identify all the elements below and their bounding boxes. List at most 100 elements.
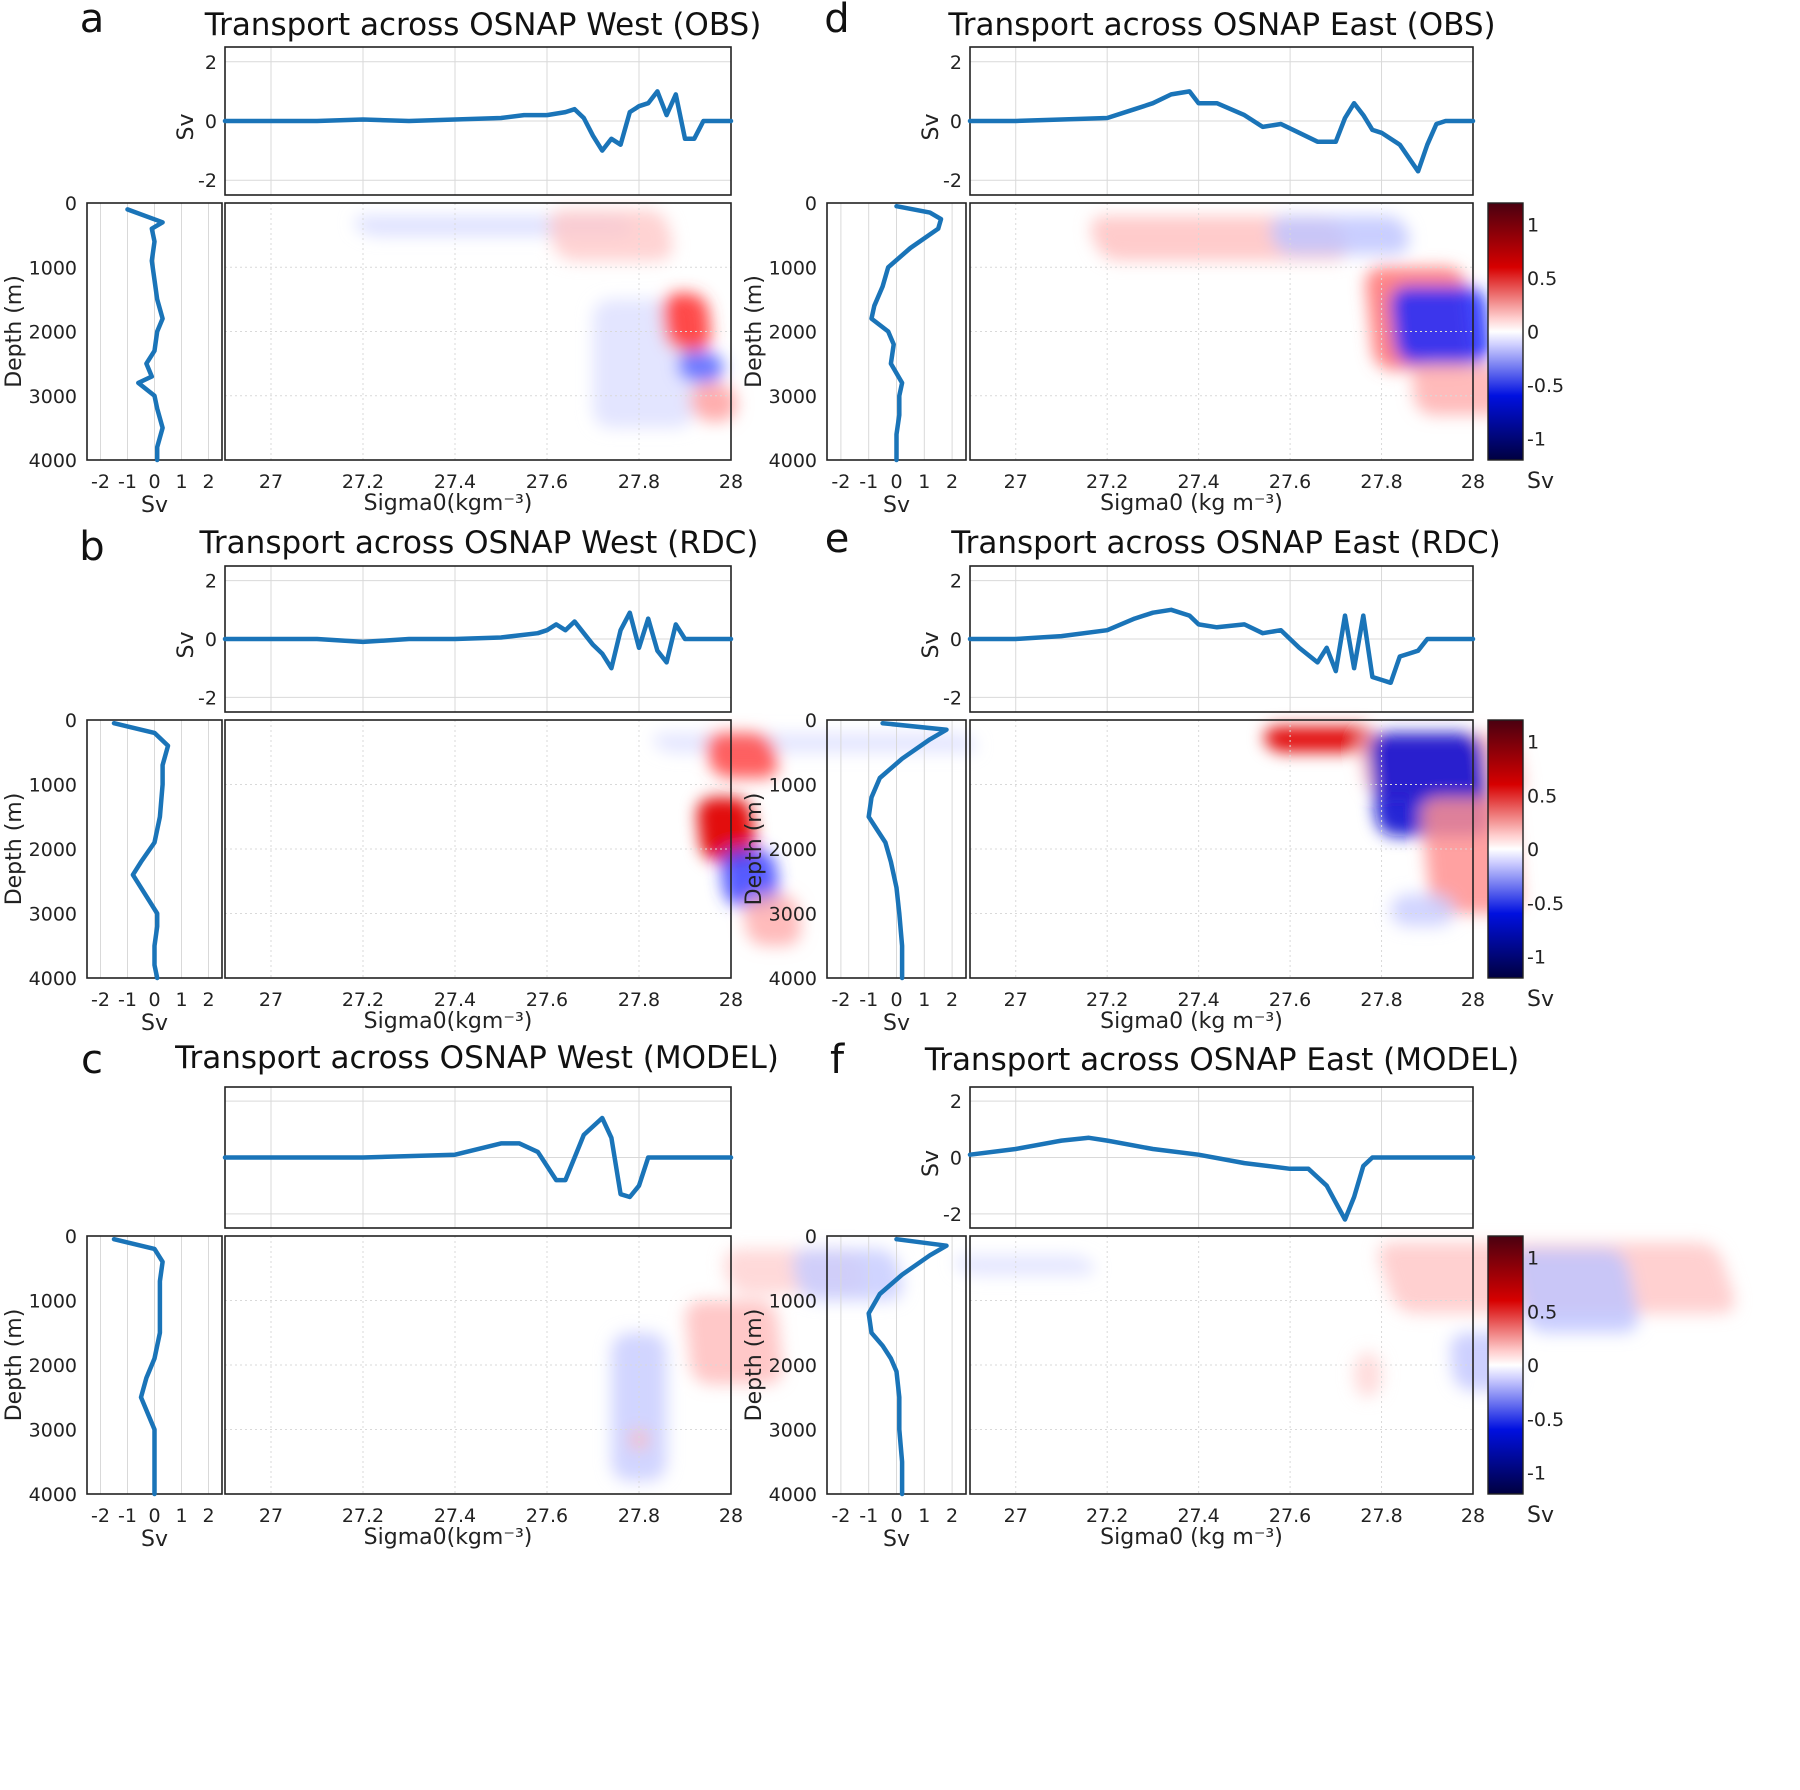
x-tick-label: 27.2 (342, 471, 384, 493)
depth-x-tick-label: -2 (91, 471, 110, 493)
depth-x-tick-label: 2 (946, 471, 958, 493)
density-blob (685, 1300, 783, 1385)
depth-x-axis-label: Sv (141, 493, 168, 518)
depth-tick-label: 3000 (29, 1420, 77, 1442)
depth-x-tick-label: -1 (118, 471, 137, 493)
colorbar-tick-label: 0 (1527, 322, 1539, 344)
colorbar-label: Sv (1527, 987, 1554, 1012)
depth-x-tick-label: 1 (918, 989, 930, 1011)
top-y-axis-label: Sv (919, 1150, 944, 1177)
colorbar-label: Sv (1527, 1503, 1554, 1528)
depth-x-tick-label: 2 (202, 471, 214, 493)
depth-tick-label: 2000 (769, 839, 817, 861)
panel-letter: a (80, 0, 105, 42)
depth-x-tick-label: 1 (918, 1505, 930, 1527)
x-axis-label: Sigma0 (kg m⁻³) (1100, 491, 1283, 516)
colorbar-tick-label: 0 (1527, 839, 1539, 861)
top-transport-axes: 2 0 -2 Sv (174, 46, 734, 196)
top-transport-axes: 2 0 -2 Sv (919, 46, 1476, 196)
top-transport-axes: 2 0 -2 Sv (919, 565, 1476, 713)
depth-x-axis-label: Sv (883, 493, 910, 518)
top-y-tick-label: 2 (950, 571, 962, 593)
depth-y-axis-label: Depth (m) (742, 275, 767, 388)
depth-x-tick-label: -2 (831, 1505, 850, 1527)
x-tick-label: 27.4 (1177, 1505, 1219, 1527)
density-blob (548, 209, 673, 261)
x-axis-label: Sigma0 (kg m⁻³) (1100, 1525, 1283, 1550)
depth-x-tick-label: 0 (890, 471, 902, 493)
main-axes-frame (224, 202, 732, 461)
main-axes-frame (224, 1235, 732, 1495)
depth-x-tick-label: 0 (148, 471, 160, 493)
density-blob (1513, 1248, 1639, 1333)
colorbar-label: Sv (1527, 469, 1554, 494)
main-contour-axes: 27 27.2 27.4 27.6 27.8 28 Sigma0(kgm⁻³) (224, 202, 743, 516)
top-y-tick-label: -2 (943, 687, 962, 709)
density-blob (1264, 726, 1379, 753)
depth-x-tick-label: -2 (831, 989, 850, 1011)
density-field (653, 732, 977, 946)
depth-tick-label: 0 (805, 193, 817, 215)
x-tick-label: 27.4 (1177, 989, 1219, 1011)
density-field (1090, 215, 1506, 416)
transport-vs-depth-line (866, 720, 949, 981)
depth-tick-label: 2000 (769, 1355, 817, 1377)
x-tick-label: 27.8 (1360, 471, 1402, 493)
main-axes-frame (969, 202, 1474, 461)
density-blob (743, 894, 802, 946)
x-tick-label: 27.8 (1360, 989, 1402, 1011)
density-blob (677, 350, 724, 383)
colorbar-scale (1487, 1235, 1524, 1495)
top-y-tick-label: 2 (950, 52, 962, 74)
x-tick-label: 27.8 (618, 471, 660, 493)
panel-a: a Transport across OSNAP West (OBS) 2 0 -2 Sv… (2, 0, 761, 518)
top-y-tick-label: -2 (943, 1204, 962, 1226)
depth-tick-label: 1000 (29, 775, 77, 797)
depth-x-tick-label: 2 (946, 989, 958, 1011)
x-tick-label: 28 (719, 1505, 743, 1527)
depth-tick-label: 4000 (29, 450, 77, 472)
density-blob (1390, 286, 1492, 364)
depth-y-axis-label: Depth (m) (742, 1309, 767, 1422)
x-tick-label: 28 (719, 471, 743, 493)
density-blob (697, 797, 756, 862)
top-y-tick-label: 2 (205, 571, 217, 593)
x-tick-label: 27.8 (1360, 1505, 1402, 1527)
colorbar-tick-label: -1 (1527, 947, 1546, 969)
depth-tick-label: 2000 (29, 1355, 77, 1377)
x-tick-label: 27.6 (1269, 471, 1311, 493)
top-y-tick-label: 0 (950, 629, 962, 651)
panel-title: Transport across OSNAP East (MODEL) (924, 1042, 1519, 1078)
x-tick-label: 27.6 (1269, 989, 1311, 1011)
x-tick-label: 27.6 (526, 1505, 568, 1527)
x-tick-label: 28 (1461, 989, 1485, 1011)
x-tick-label: 28 (1461, 471, 1485, 493)
colorbar-scale (1487, 719, 1524, 979)
transport-vs-depth-line (869, 203, 944, 463)
x-tick-label: 27.6 (526, 471, 568, 493)
depth-tick-label: 3000 (29, 386, 77, 408)
depth-tick-label: 2000 (769, 322, 817, 344)
depth-x-axis-label: Sv (883, 1527, 910, 1552)
colorbar-scale (1487, 202, 1524, 461)
x-tick-label: 27.2 (342, 1505, 384, 1527)
depth-x-tick-label: 0 (890, 1505, 902, 1527)
panel-letter: f (830, 1037, 845, 1083)
transport-vs-depth-line (125, 207, 165, 463)
depth-tick-label: 1000 (29, 1291, 77, 1313)
depth-y-axis-label: Depth (m) (2, 275, 27, 388)
main-contour-axes: 27 27.2 27.4 27.6 27.8 28 Sigma0 (kg m⁻³) (969, 202, 1506, 516)
top-y-axis-label: Sv (919, 114, 944, 141)
top-y-tick-label: 2 (205, 52, 217, 74)
density-field (354, 209, 737, 428)
transport-vs-sigma-line (967, 607, 1476, 686)
depth-tick-label: 3000 (29, 904, 77, 926)
depth-x-tick-label: -2 (91, 1505, 110, 1527)
depth-x-tick-label: 2 (946, 1505, 958, 1527)
x-tick-label: 28 (1461, 1505, 1485, 1527)
x-tick-label: 27.6 (1269, 1505, 1311, 1527)
main-axes-frame (969, 719, 1474, 979)
top-y-tick-label: 2 (950, 1091, 962, 1113)
main-contour-axes: 27 27.2 27.4 27.6 27.8 28 Sigma0(kgm⁻³) (224, 719, 977, 1034)
x-tick-label: 27 (1004, 1505, 1028, 1527)
